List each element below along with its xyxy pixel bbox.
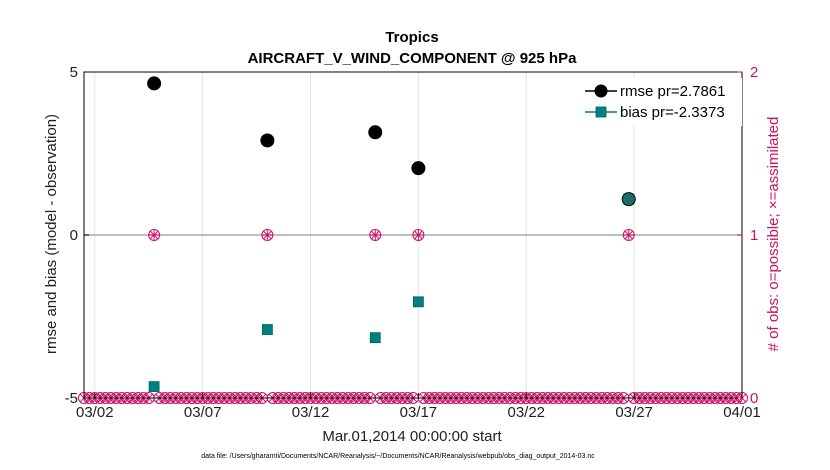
legend-rmse-marker xyxy=(594,84,608,98)
x-axis-label: Mar.01,2014 00:00:00 start xyxy=(322,428,502,445)
x-tick-label: 03/17 xyxy=(400,404,438,421)
x-tick-label: 03/07 xyxy=(184,404,222,421)
data-file-footnote: data file: /Users/gharamti/Documents/NCA… xyxy=(201,453,595,460)
x-tick-label: 03/22 xyxy=(507,404,545,421)
y-right-tick-label: 1 xyxy=(750,227,758,244)
obs-marker-nonzero xyxy=(622,229,635,241)
x-tick-label: 03/27 xyxy=(615,404,653,421)
obs-marker-nonzero xyxy=(369,229,382,241)
rmse-point xyxy=(260,133,275,148)
legend-bias-marker xyxy=(595,106,607,118)
y-tick-label: 0 xyxy=(70,227,78,244)
rmse-point xyxy=(621,192,636,207)
legend-bias-label: bias pr=-2.3373 xyxy=(620,104,725,121)
bias-point xyxy=(369,332,381,344)
chart-subtitle: AIRCRAFT_V_WIND_COMPONENT @ 925 hPa xyxy=(248,50,578,67)
rmse-point xyxy=(411,161,426,176)
legend-rmse-label: rmse pr=2.7861 xyxy=(620,83,725,100)
bias-point xyxy=(261,324,273,335)
x-tick-label: 04/01 xyxy=(723,404,761,421)
y-right-tick-label: 2 xyxy=(750,64,758,81)
y-tick-label: -5 xyxy=(65,390,78,407)
rmse-point xyxy=(147,76,162,91)
axis-ticks: 03/02 03/07 03/12 03/17 03/22 03/27 04/01 -5 0 5 0… xyxy=(65,64,761,421)
y-right-tick-label: 0 xyxy=(750,390,758,407)
rmse-point xyxy=(368,125,383,140)
y-axis-label: rmse and bias (model - observation) xyxy=(43,114,60,354)
y-axis-label-right: # of obs: o=possible; ×=assimilated xyxy=(765,117,782,352)
obs-marker-nonzero xyxy=(261,229,274,241)
legend-box xyxy=(583,78,742,126)
obs-marker-nonzero xyxy=(412,229,425,241)
obs-count-markers xyxy=(78,229,748,404)
x-tick-label: 03/02 xyxy=(76,404,114,421)
bias-point xyxy=(148,381,160,392)
x-tick-label: 03/12 xyxy=(292,404,330,421)
data-series xyxy=(147,76,636,392)
legend: rmse pr=2.7861 bias pr=-2.3373 xyxy=(583,78,742,126)
chart-title: Tropics xyxy=(385,29,438,46)
y-tick-label: 5 xyxy=(70,64,78,81)
bias-point xyxy=(412,296,424,308)
obs-marker-nonzero xyxy=(148,229,161,241)
